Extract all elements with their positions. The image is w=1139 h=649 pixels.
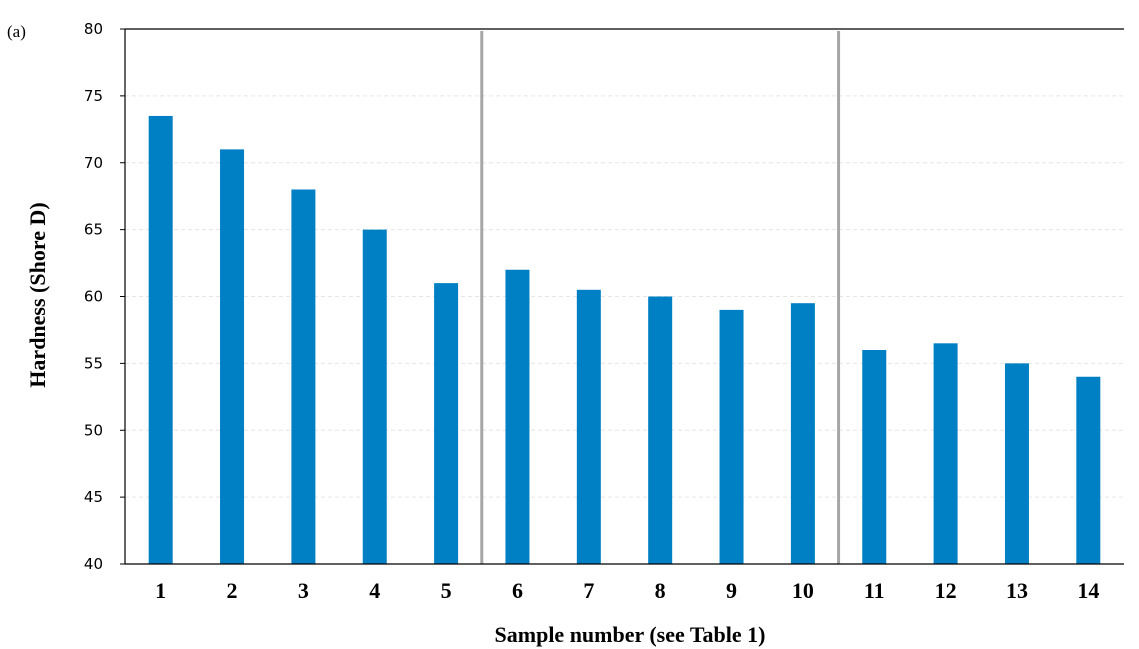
- x-tick-label: 14: [1077, 578, 1099, 603]
- x-tick-label: 12: [935, 578, 957, 603]
- bar: [148, 115, 173, 564]
- bar: [505, 269, 530, 564]
- x-tick-label: 8: [655, 578, 666, 603]
- bar: [862, 350, 887, 564]
- y-tick-label: 40: [84, 555, 103, 573]
- bar: [434, 283, 459, 564]
- bar: [790, 303, 815, 564]
- x-tick-label: 1: [155, 578, 166, 603]
- y-tick-label: 70: [84, 154, 103, 172]
- y-tick-label: 65: [84, 221, 103, 239]
- x-tick-label: 13: [1006, 578, 1028, 603]
- x-tick-label: 7: [583, 578, 594, 603]
- y-tick-label: 55: [84, 354, 103, 372]
- bar: [576, 289, 601, 564]
- bar: [1076, 376, 1101, 564]
- bar: [1004, 363, 1029, 564]
- x-tick-label: 11: [864, 578, 885, 603]
- bars: [148, 115, 1101, 564]
- x-tick-label: 3: [298, 578, 309, 603]
- x-tick-label: 4: [369, 578, 380, 603]
- axes: [120, 28, 1124, 565]
- x-tick-label: 9: [726, 578, 737, 603]
- y-axis-title: Hardness (Shore D): [25, 202, 50, 387]
- bar: [362, 229, 387, 564]
- y-tick-labels: 40 45 50 55 60 65 70 75 80: [84, 20, 103, 573]
- grid-lines: [125, 95, 1124, 498]
- y-tick-label: 60: [84, 288, 103, 306]
- x-axis-title: Sample number (see Table 1): [495, 622, 766, 647]
- x-tick-label: 2: [227, 578, 238, 603]
- y-tick-label: 75: [84, 87, 103, 105]
- bar: [933, 343, 958, 564]
- bar: [648, 296, 673, 564]
- bar: [719, 309, 744, 564]
- x-tick-labels: 1 2 3 4 5 6 7 8 9 10 11 12 13 14: [155, 578, 1099, 603]
- group-separators: [480, 31, 841, 564]
- x-tick-label: 6: [512, 578, 523, 603]
- bar: [220, 149, 245, 564]
- y-tick-label: 45: [84, 488, 103, 506]
- x-tick-label: 5: [441, 578, 452, 603]
- y-tick-label: 80: [84, 20, 103, 38]
- y-tick-label: 50: [84, 421, 103, 439]
- panel-label: (a): [7, 22, 26, 41]
- x-tick-label: 10: [792, 578, 814, 603]
- bar: [291, 189, 316, 564]
